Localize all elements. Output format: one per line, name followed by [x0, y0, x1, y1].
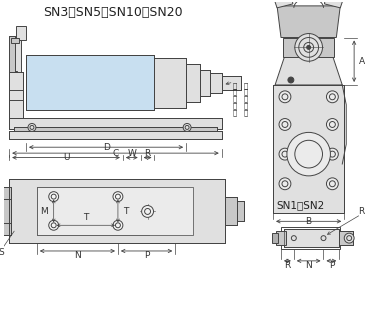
Circle shape: [279, 118, 291, 130]
Bar: [11, 38, 19, 43]
Text: ス
ト
ロ
ー
ク: ス ト ロ ー ク: [243, 82, 247, 116]
Circle shape: [49, 192, 59, 202]
Text: D: D: [103, 143, 110, 152]
Bar: [222, 76, 242, 90]
Bar: [222, 76, 242, 90]
Circle shape: [288, 77, 294, 83]
Bar: [9, 117, 222, 129]
Text: S: S: [0, 248, 4, 258]
Circle shape: [183, 123, 191, 131]
Text: W: W: [127, 149, 136, 158]
Bar: [9, 131, 222, 139]
Polygon shape: [268, 0, 293, 8]
Bar: [210, 73, 222, 93]
Bar: [225, 197, 237, 225]
Circle shape: [142, 206, 154, 217]
Bar: [339, 231, 353, 245]
Bar: [9, 72, 23, 119]
Bar: [37, 187, 193, 235]
Text: N: N: [74, 251, 81, 261]
Bar: [273, 85, 344, 214]
Bar: [9, 72, 23, 121]
Circle shape: [326, 148, 338, 160]
Text: B: B: [306, 217, 312, 226]
Circle shape: [344, 233, 354, 243]
Bar: [339, 231, 353, 245]
Bar: [26, 55, 154, 110]
Text: R: R: [284, 261, 291, 270]
Circle shape: [307, 45, 311, 49]
Bar: [26, 55, 154, 110]
Bar: [9, 131, 222, 139]
Bar: [0, 187, 11, 235]
Text: R: R: [145, 149, 151, 158]
Bar: [186, 64, 200, 102]
Circle shape: [326, 178, 338, 190]
Circle shape: [28, 123, 36, 131]
Bar: [186, 64, 200, 102]
Bar: [9, 36, 21, 75]
Bar: [9, 179, 225, 243]
Bar: [276, 231, 286, 245]
Text: T: T: [123, 207, 128, 216]
Bar: [283, 38, 334, 57]
Text: N: N: [305, 261, 312, 270]
Circle shape: [279, 148, 291, 160]
Bar: [284, 229, 339, 247]
Bar: [284, 229, 339, 247]
Bar: [9, 179, 225, 243]
Text: SN3・SN5・SN10・SN20: SN3・SN5・SN10・SN20: [43, 6, 183, 19]
Circle shape: [295, 34, 323, 61]
Bar: [9, 117, 222, 129]
Text: SN1・SN2: SN1・SN2: [276, 200, 324, 211]
Bar: [154, 58, 186, 108]
Circle shape: [326, 118, 338, 130]
Circle shape: [49, 220, 59, 230]
Text: T: T: [83, 213, 88, 222]
Text: R: R: [358, 207, 364, 216]
Bar: [200, 70, 210, 96]
Text: U: U: [63, 153, 69, 162]
Bar: [16, 26, 26, 40]
Bar: [9, 71, 17, 83]
Bar: [210, 73, 222, 93]
Bar: [154, 58, 186, 108]
Polygon shape: [324, 0, 349, 8]
Circle shape: [279, 91, 291, 103]
Text: M: M: [40, 207, 48, 216]
Bar: [14, 127, 217, 133]
Bar: [237, 201, 245, 221]
Bar: [200, 70, 210, 96]
Circle shape: [279, 178, 291, 190]
Text: A: A: [359, 57, 365, 66]
Bar: [0, 187, 11, 235]
Circle shape: [113, 192, 123, 202]
Text: P: P: [329, 261, 334, 270]
Bar: [273, 85, 344, 214]
Bar: [272, 233, 278, 243]
Text: P: P: [144, 251, 149, 261]
Text: 調
整
ボ
ル
ト: 調 整 ボ ル ト: [233, 82, 237, 116]
Bar: [14, 80, 20, 90]
Bar: [225, 197, 237, 225]
Bar: [9, 36, 15, 75]
Circle shape: [326, 91, 338, 103]
Bar: [37, 187, 149, 235]
Circle shape: [113, 220, 123, 230]
Circle shape: [287, 132, 330, 176]
Bar: [237, 201, 245, 221]
Polygon shape: [277, 6, 340, 38]
Bar: [14, 127, 217, 133]
Text: C: C: [112, 149, 119, 158]
Polygon shape: [275, 55, 342, 85]
Bar: [281, 227, 340, 249]
